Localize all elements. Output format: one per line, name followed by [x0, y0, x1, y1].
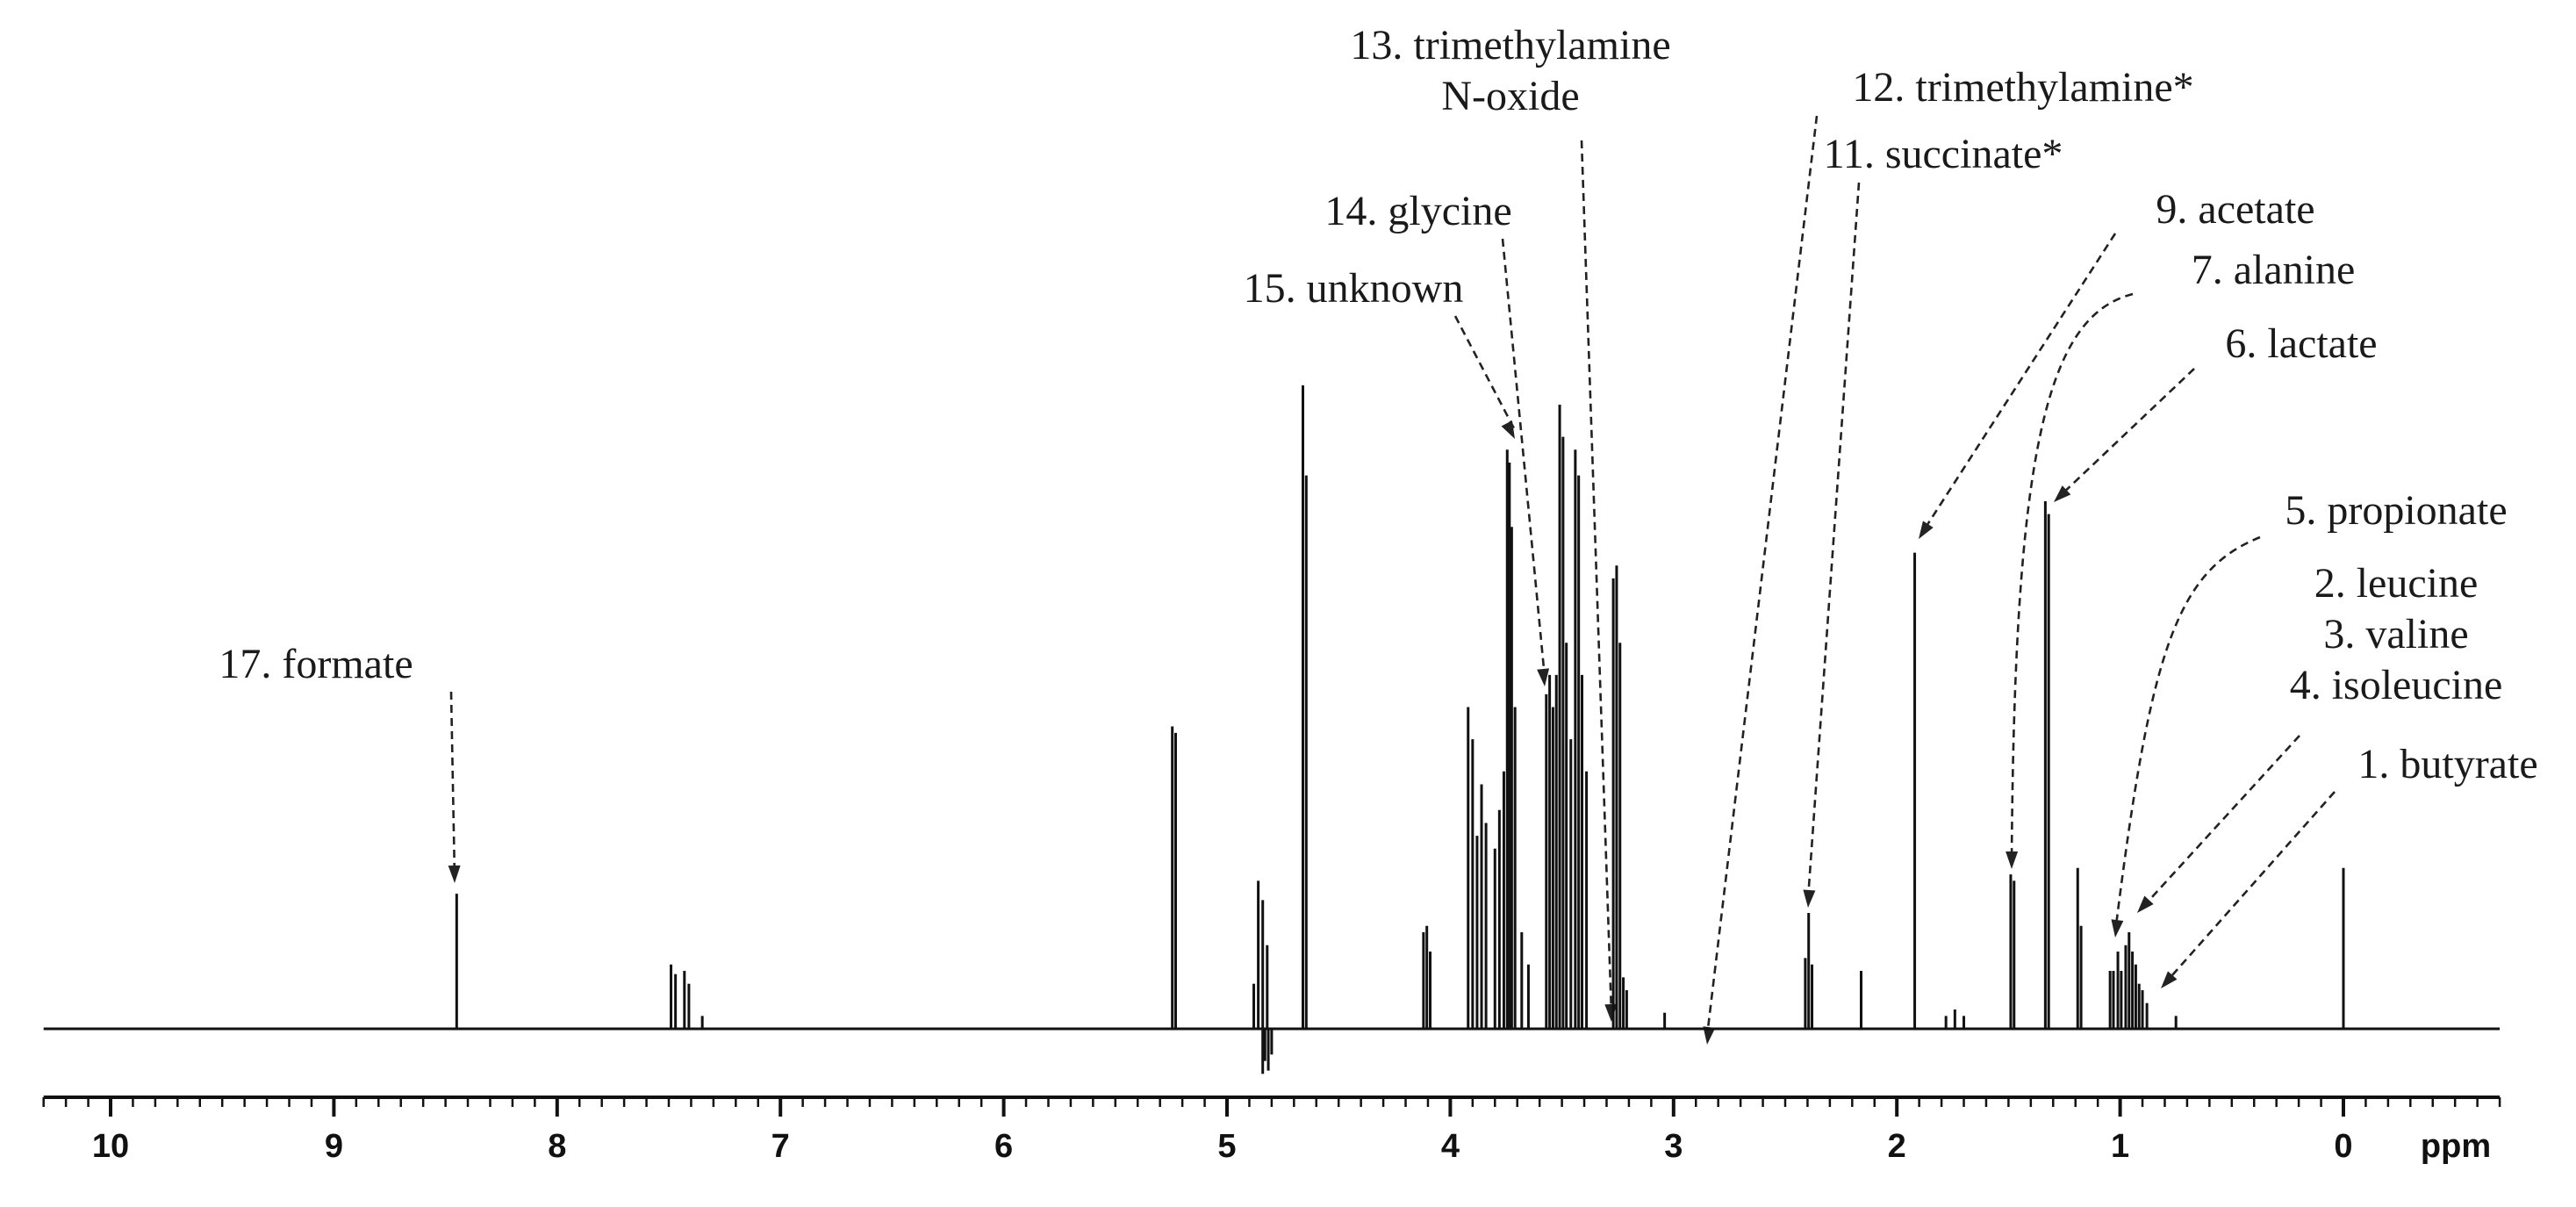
annotation-arrow-head [1703, 1026, 1716, 1045]
annotation-arrow-line [449, 691, 456, 879]
annotation-arrow-head [2161, 971, 2178, 988]
annotation-arrow-line [2113, 535, 2261, 933]
annotation-arrow-head [2137, 895, 2154, 913]
peak-annotation-label: 1. butyrate [2357, 741, 2537, 787]
annotation-arrow-line [2058, 368, 2195, 498]
peak-annotation-label: 5. propionate [2285, 487, 2507, 534]
peak-annotation: 15. unknown [1244, 265, 1517, 439]
peak-annotation: 14. glycine [1324, 188, 1550, 686]
peak-annotation: 12. trimethylamine* [1703, 64, 2194, 1045]
annotation-arrow-line [1705, 115, 1819, 1037]
peak-annotation-label: 3. valine [2323, 611, 2468, 657]
peak-annotation: 5. propionate [2111, 487, 2508, 938]
x-axis-tick-label: 2 [1888, 1128, 1906, 1165]
annotation-arrow-line [2141, 735, 2300, 909]
annotation-arrow-head [1803, 889, 1816, 908]
spectrum-trace [43, 385, 2501, 1074]
peak-annotation-label: 17. formate [219, 641, 413, 687]
x-axis-tick-label: 0 [2334, 1128, 2352, 1165]
annotation-arrow-head [1919, 521, 1934, 539]
annotation-arrow-head [2006, 851, 2019, 869]
x-axis-tick-label: 1 [2111, 1128, 2129, 1165]
annotation-arrow-line [2164, 791, 2336, 984]
annotation-arrow-head [448, 865, 461, 883]
peak-annotation: 11. succinate* [1803, 131, 2063, 908]
peak-annotation-label: 11. succinate* [1824, 131, 2063, 177]
annotation-arrow-head [1501, 420, 1515, 439]
x-axis-unit-label: ppm [2421, 1128, 2491, 1165]
peak-annotation-label: 9. acetate [2156, 186, 2314, 233]
annotation-arrow-head [1604, 1003, 1618, 1022]
x-axis-tick-label: 3 [1664, 1128, 1683, 1165]
annotation-arrow-line [1806, 182, 1861, 900]
peak-annotation: 9. acetate [1919, 186, 2315, 539]
annotation-arrow-line [2010, 292, 2134, 866]
x-axis-tick-label: 9 [325, 1128, 343, 1165]
peak-annotation-label: N-oxide [1441, 73, 1579, 119]
annotation-arrow-head [2111, 919, 2124, 938]
peak-annotation: 6. lactate [2054, 320, 2378, 502]
peak-annotation-label: 4. isoleucine [2290, 662, 2503, 708]
peak-annotation: 13. trimethylamine N-oxide [1350, 22, 1671, 1022]
peak-annotation-label: 12. trimethylamine* [1852, 64, 2193, 111]
x-axis-tick-label: 4 [1441, 1128, 1460, 1165]
peak-annotation-label: 7. alanine [2192, 247, 2356, 293]
annotation-arrow-line [1501, 238, 1546, 679]
annotation-arrow-line [1453, 315, 1517, 431]
x-axis-tick-label: 5 [1217, 1128, 1236, 1165]
x-axis-tick-label: 6 [994, 1128, 1013, 1165]
x-axis-tick-label: 8 [548, 1128, 566, 1165]
annotation-arrow-line [1580, 140, 1613, 1014]
peak-annotation: 1. butyrate [2161, 741, 2538, 988]
peak-annotation-label: 15. unknown [1244, 265, 1464, 312]
peak-annotation-label: 2. leucine [2314, 560, 2479, 607]
annotation-arrow-line [1920, 233, 2117, 534]
peak-annotation-label: 13. trimethylamine [1350, 22, 1670, 68]
peak-annotation-label: 14. glycine [1324, 188, 1511, 234]
x-axis-tick-label: 10 [92, 1128, 129, 1165]
peak-annotation: 7. alanine [2006, 247, 2355, 869]
peak-annotation-label: 6. lactate [2225, 320, 2377, 367]
annotation-arrow-head [2054, 485, 2071, 502]
annotation-arrow-head [1537, 668, 1550, 686]
peak-annotation: 17. formate [219, 641, 461, 883]
x-axis: 10 9 8 7 6 5 4 3 2 1 0 [42, 1096, 2501, 1165]
x-axis-tick-label: 7 [771, 1128, 790, 1165]
